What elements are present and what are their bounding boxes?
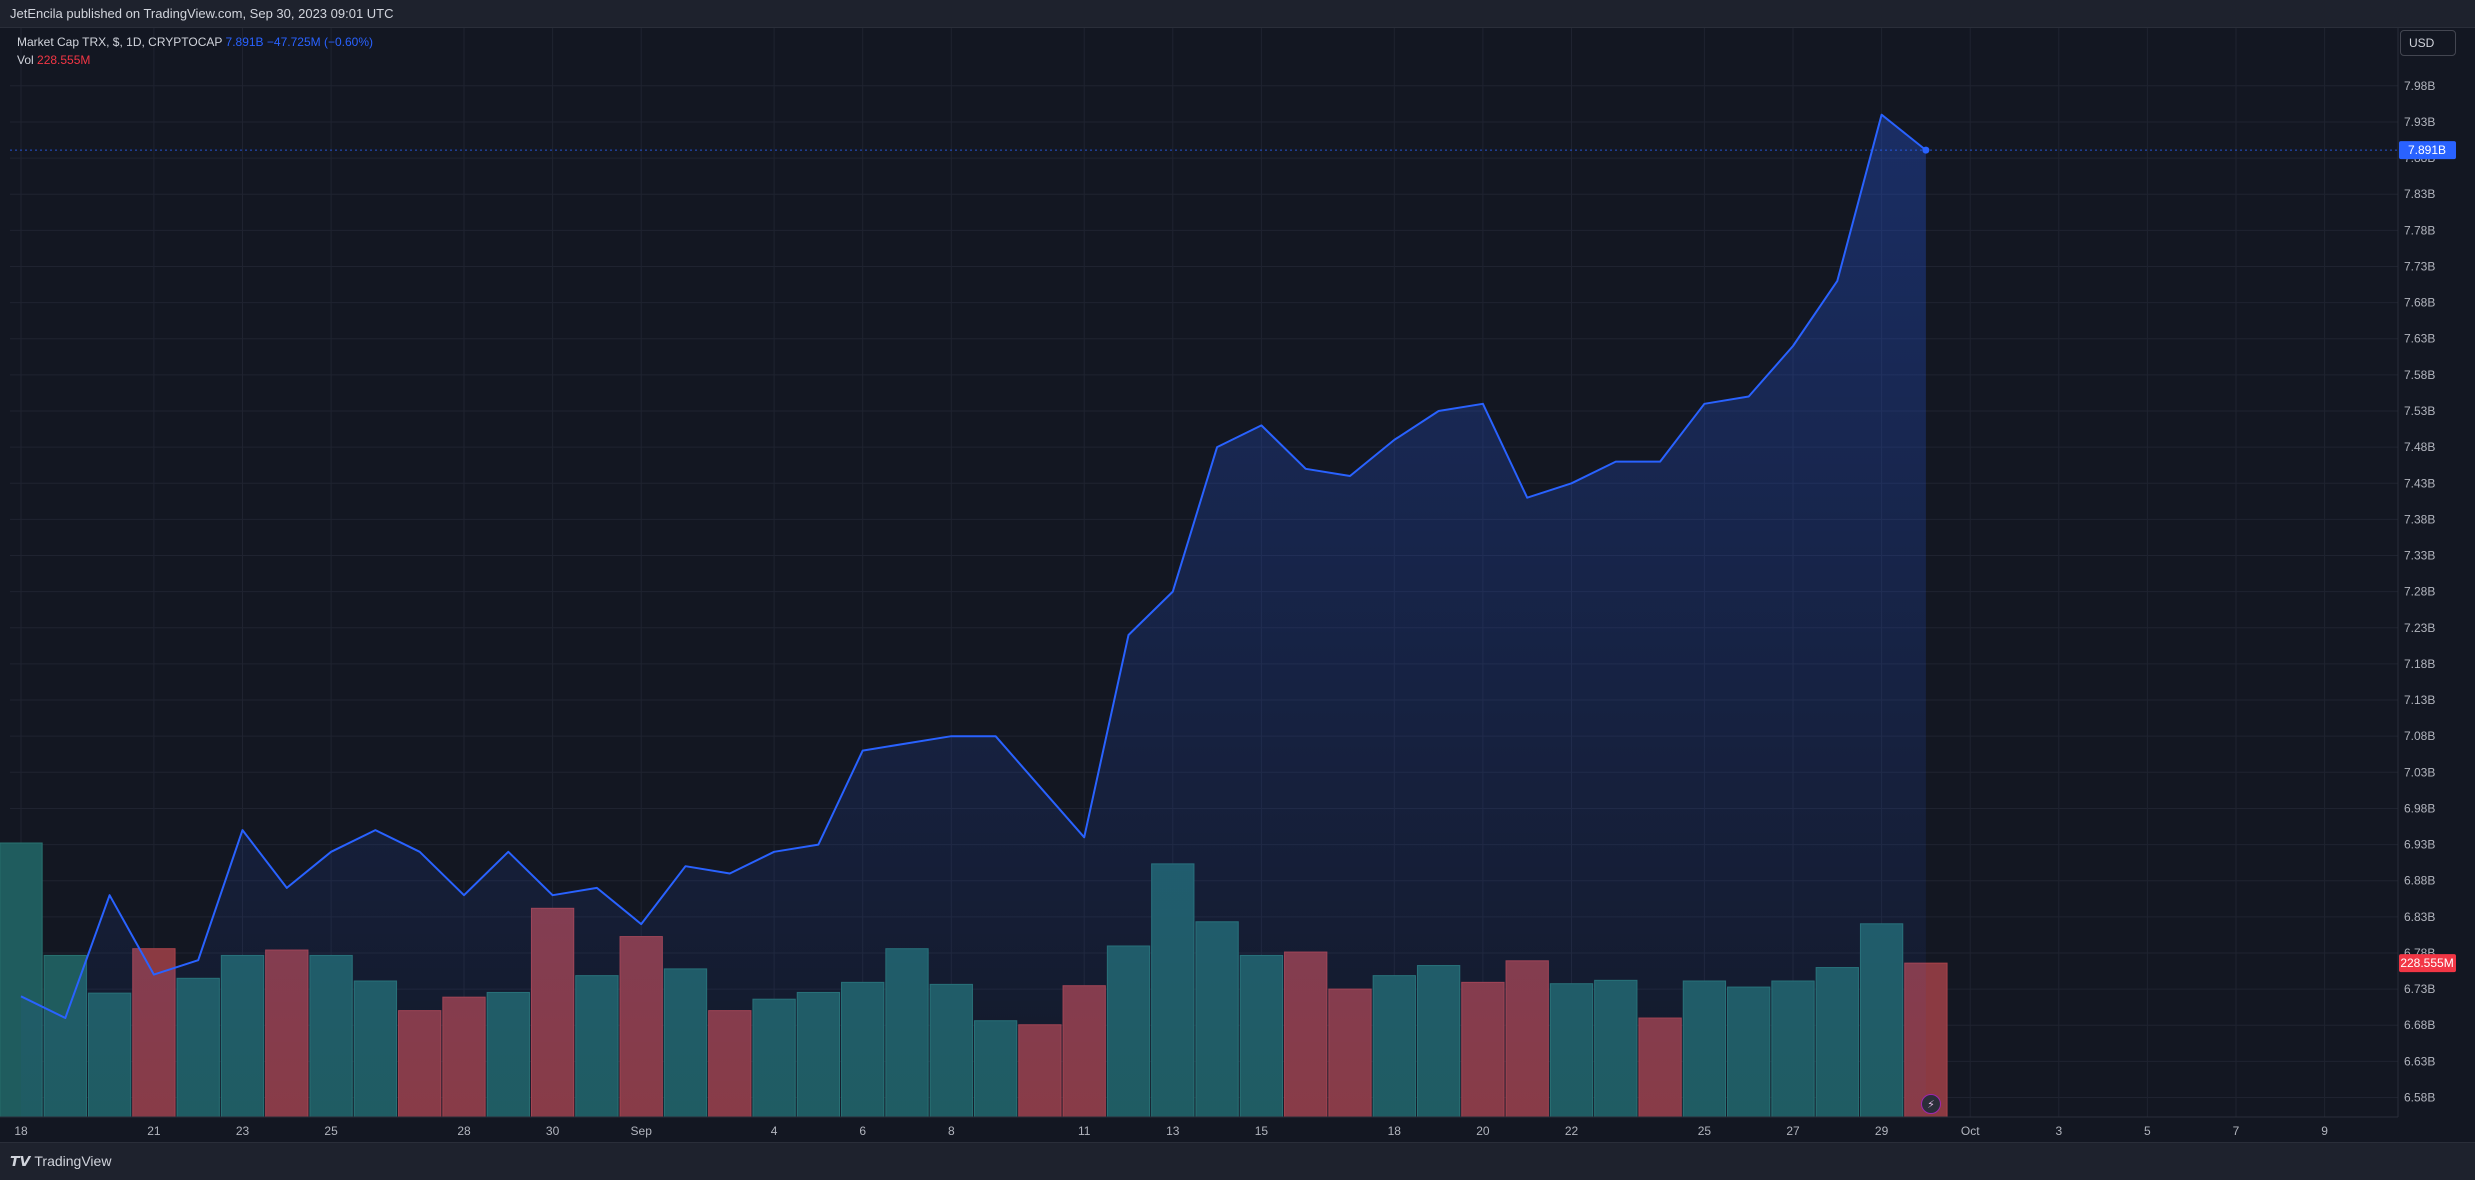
time-tick-label: 30 (546, 1124, 560, 1138)
last-price-badge-text: 7.891B (2408, 143, 2446, 157)
tradingview-logo-text: TradingView (34, 1153, 112, 1169)
currency-button[interactable]: USD (2400, 30, 2456, 56)
publish-bar: JetEncila published on TradingView.com, … (0, 0, 2475, 28)
price-tick-label: 6.68B (2404, 1018, 2435, 1032)
price-tick-label: 7.23B (2404, 621, 2435, 635)
price-tick-label: 7.73B (2404, 259, 2435, 273)
time-tick-label: 27 (1786, 1124, 1800, 1138)
legend-change: −47.725M (−0.60%) (266, 35, 373, 49)
time-tick-label: 23 (236, 1124, 250, 1138)
time-tick-label: 18 (14, 1124, 28, 1138)
time-tick-label: 9 (2321, 1124, 2328, 1138)
price-tick-label: 7.58B (2404, 368, 2435, 382)
time-tick-label: 25 (324, 1124, 338, 1138)
time-tick-label: 8 (948, 1124, 955, 1138)
price-tick-label: 6.63B (2404, 1054, 2435, 1068)
price-tick-label: 7.43B (2404, 476, 2435, 490)
price-axis[interactable]: 6.58B6.63B6.68B6.73B6.78B6.83B6.88B6.93B… (2397, 28, 2435, 1117)
tradingview-logo-icon: 𝙏𝙑 (10, 1153, 31, 1169)
price-tick-label: 7.98B (2404, 79, 2435, 93)
time-tick-label: 29 (1875, 1124, 1889, 1138)
flash-icon[interactable]: ⚡ (1921, 1094, 1941, 1114)
time-axis[interactable]: 18 21 23 25 28 30 Sep 4 6 8 11 13 15 18 20 22 25 27 29 Oct 3… (0, 1116, 2398, 1138)
time-tick-label: 28 (457, 1124, 471, 1138)
time-tick-label: 25 (1698, 1124, 1712, 1138)
price-tick-label: 7.83B (2404, 187, 2435, 201)
tradingview-logo: 𝙏𝙑 TradingView (10, 1153, 111, 1170)
volume-badge-text: 228.555M (2400, 956, 2453, 970)
axis-badges: 7.891B 228.555M (2399, 141, 2456, 973)
time-tick-label: 20 (1476, 1124, 1490, 1138)
price-tick-label: 6.98B (2404, 801, 2435, 815)
legend-volume-value: 228.555M (37, 53, 91, 67)
price-tick-label: 7.53B (2404, 404, 2435, 418)
price-tick-label: 7.48B (2404, 440, 2435, 454)
legend-symbol: Market Cap TRX, $, 1D, CRYPTOCAP (17, 35, 223, 49)
time-tick-label: 3 (2055, 1124, 2062, 1138)
legend-volume-label: Vol (17, 53, 34, 67)
time-tick-label: 5 (2144, 1124, 2151, 1138)
price-tick-label: 7.38B (2404, 512, 2435, 526)
price-tick-label: 7.13B (2404, 693, 2435, 707)
price-tick-label: 7.28B (2404, 585, 2435, 599)
market-cap-chart[interactable]: 6.58B6.63B6.68B6.73B6.78B6.83B6.88B6.93B… (0, 28, 2475, 1142)
volume-badge-bg (2399, 954, 2456, 973)
last-price-badge-bg (2399, 141, 2456, 160)
time-tick-label: 11 (1078, 1124, 1091, 1138)
legend-volume-row: Vol 228.555M (17, 51, 373, 69)
price-tick-label: 7.08B (2404, 729, 2435, 743)
time-tick-label: 21 (147, 1124, 161, 1138)
price-tick-label: 7.78B (2404, 223, 2435, 237)
price-tick-label: 7.18B (2404, 657, 2435, 671)
price-tick-label: 6.93B (2404, 838, 2435, 852)
time-tick-label: 22 (1565, 1124, 1579, 1138)
time-tick-label: 18 (1388, 1124, 1402, 1138)
time-tick-label: 13 (1166, 1124, 1180, 1138)
price-area (10, 113, 2398, 1117)
footer-bar: 𝙏𝙑 TradingView (0, 1142, 2475, 1180)
price-tick-label: 6.58B (2404, 1090, 2435, 1104)
time-tick-label: 4 (771, 1124, 778, 1138)
price-tick-label: 6.88B (2404, 874, 2435, 888)
price-tick-label: 7.68B (2404, 296, 2435, 310)
last-price-dot (1922, 146, 1930, 154)
volume-badge: 228.555M (2399, 954, 2456, 973)
price-area-fill (21, 114, 1926, 1117)
price-line (20, 113, 1927, 1019)
price-tick-label: 7.33B (2404, 549, 2435, 563)
publish-info: JetEncila published on TradingView.com, … (10, 6, 394, 21)
price-tick-label: 6.83B (2404, 910, 2435, 924)
time-tick-label: Oct (1961, 1124, 1980, 1138)
time-tick-label: 15 (1255, 1124, 1269, 1138)
price-tick-label: 7.03B (2404, 765, 2435, 779)
time-tick-label: 6 (859, 1124, 866, 1138)
time-tick-label: Sep (631, 1124, 653, 1138)
time-tick-label: 7 (2233, 1124, 2240, 1138)
last-price-badge: 7.891B (2399, 141, 2456, 160)
price-tick-label: 7.93B (2404, 115, 2435, 129)
legend-last-value: 7.891B (225, 35, 264, 49)
legend-main-row: Market Cap TRX, $, 1D, CRYPTOCAP 7.891B … (17, 33, 373, 51)
price-tick-label: 7.63B (2404, 332, 2435, 346)
chart-legend: Market Cap TRX, $, 1D, CRYPTOCAP 7.891B … (17, 33, 373, 69)
price-tick-label: 6.73B (2404, 982, 2435, 996)
